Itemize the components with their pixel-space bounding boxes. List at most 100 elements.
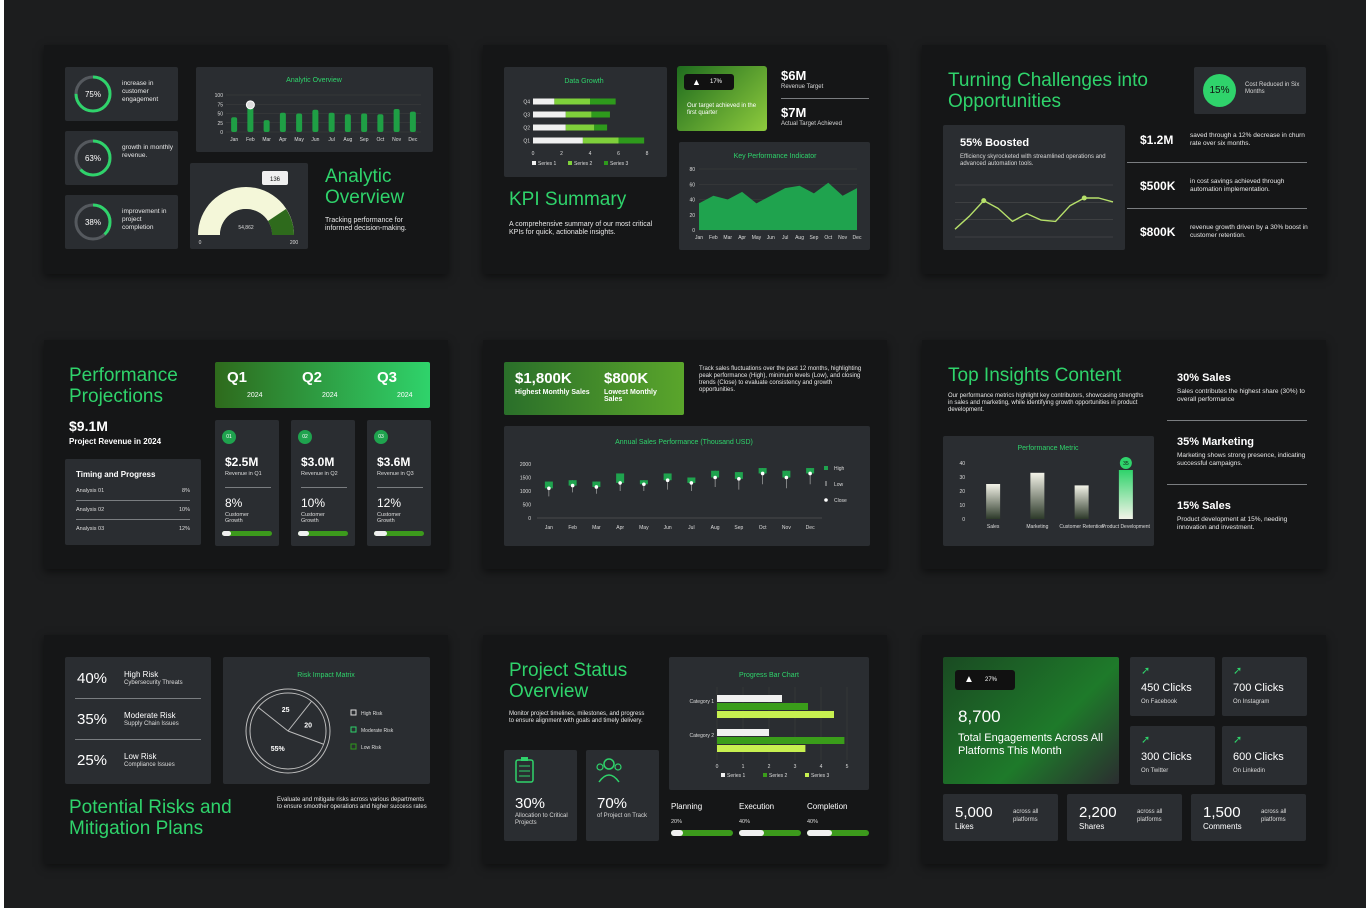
gauge-marker-callout (262, 171, 288, 185)
bar-segment (591, 111, 610, 118)
bar-segment (533, 98, 555, 105)
candle-body (544, 481, 553, 489)
close-point (665, 478, 670, 482)
x-tick-label: 2 (560, 151, 563, 157)
progress-ring: 38% (74, 203, 112, 241)
close-point (737, 477, 741, 481)
clicks-platform: On Facebook (1141, 699, 1178, 705)
metric-text: in cost savings achieved through automat… (1190, 178, 1285, 193)
y-tick-label: 50 (217, 112, 223, 118)
legend-swatch (721, 773, 725, 777)
line-point (981, 198, 987, 204)
x-tick-label: Oct (759, 525, 767, 531)
analysis-percent: 8% (182, 488, 190, 494)
slide-description: Track sales fluctuations over the past 1… (699, 366, 862, 393)
x-tick-label: Feb (246, 137, 255, 143)
insight-text: Product development at 15%, needing inno… (1177, 516, 1288, 531)
sales-highlight-card: $1,800K Highest Monthly Sales $800K Lowe… (504, 362, 684, 415)
phase-progress-fill (739, 830, 764, 836)
analytic-bar-chart: Analytic Overview 0 25 50 75 100 Jan Feb Mar Apr M… (196, 67, 433, 152)
slide-title: Turning Challenges into Opportunities (948, 70, 1148, 112)
growth-label: Customer Growth (377, 512, 401, 524)
cost-percent-circle: 15% (1203, 74, 1236, 107)
y-tick-label: 0 (962, 517, 965, 523)
x-tick-label: Jan (545, 525, 553, 531)
stat-card: 75% increase in customer engagement (65, 67, 178, 121)
insight-title: 30% Sales (1177, 372, 1231, 384)
divider (301, 487, 347, 488)
x-tick-label: Feb (568, 525, 577, 531)
y-tick-label: 20 (959, 489, 965, 495)
target-badge-card: ▲ 17% Our target achieved in the first q… (677, 66, 767, 131)
close-point (642, 482, 646, 487)
x-tick-label: Jul (782, 235, 788, 241)
quarter-revenue-value: $3.6M (377, 455, 411, 469)
quarter-label: Q3 (377, 369, 398, 386)
slide-title: Performance Projections (69, 365, 178, 407)
candle-body (782, 470, 791, 478)
x-tick-label: 6 (617, 151, 620, 157)
x-tick-label: Oct (376, 137, 384, 143)
risk-matrix-chart: Risk Impact Matrix 25 20 55% High Risk Modera… (223, 657, 430, 784)
phase-name: Completion (807, 802, 848, 811)
growth-progress-bar (222, 531, 272, 536)
slide-annual-sales[interactable]: $1,800K Highest Monthly Sales $800K Lowe… (483, 340, 887, 569)
bar (717, 711, 834, 718)
slide-top-insights[interactable]: Top Insights Content Our performance met… (922, 340, 1326, 569)
legend-swatch (350, 743, 357, 750)
y-tick-label: Q1 (523, 139, 530, 145)
engagement-scope: across all platforms (1261, 809, 1287, 823)
x-tick-label: Aug (343, 137, 352, 143)
slide-title: KPI Summary (509, 189, 627, 210)
close-point (618, 481, 622, 485)
slide-analytic-overview[interactable]: 75% increase in customer engagement 63% gro… (44, 45, 448, 274)
engagement-scope: across all platforms (1013, 809, 1039, 823)
bar-segment (565, 111, 592, 118)
phase-progress-fill (671, 830, 684, 836)
engagement-label: Comments (1203, 822, 1242, 831)
bar-segment (594, 124, 608, 131)
candle-body (663, 473, 672, 481)
quarter-label: Q2 (302, 369, 323, 386)
growth-value: 10% (301, 496, 326, 510)
legend-label: High (834, 466, 845, 472)
slide-performance-projections[interactable]: Performance Projections $9.1M Project Re… (44, 340, 448, 569)
engagement-label: Likes (955, 822, 974, 831)
card-number-badge: 01 (222, 430, 236, 444)
x-tick-label: Oct (824, 235, 832, 241)
quarter-label: Q1 (227, 369, 248, 386)
x-tick-label: Nov (838, 235, 847, 241)
boosted-card: 55% Boosted Efficiency skyrocketed with … (943, 125, 1125, 250)
growth-progress-fill (298, 531, 309, 536)
badge-value: 17% (710, 79, 723, 85)
x-tick-label: Sep (809, 235, 818, 241)
stat-label: growth in monthly revenue. (122, 144, 173, 159)
growth-label: Customer Growth (301, 512, 325, 524)
close-point (760, 471, 765, 476)
legend-label: Series 1 (727, 773, 746, 779)
y-tick-label: Category 1 (690, 699, 715, 705)
x-tick-label: Nov (392, 137, 401, 143)
engagement-value: 1,500 (1203, 804, 1241, 821)
x-tick-label: 1 (742, 764, 745, 770)
clicks-value: 700 Clicks (1233, 682, 1284, 694)
growth-progress-fill (374, 531, 388, 536)
analysis-name: Analysis 01 (76, 488, 105, 494)
chart-title: Data Growth (564, 78, 603, 85)
legend-label: Series 1 (538, 161, 557, 167)
engagement-value: 2,200 (1079, 804, 1117, 821)
slide-potential-risks[interactable]: 40% High Risk Cybersecurity Threats 35% Mode… (44, 635, 448, 864)
y-tick-label: 0 (220, 130, 223, 136)
on-track-card: 70% of Project on Track (586, 750, 659, 841)
slide-project-status[interactable]: Project Status Overview Monitor project … (483, 635, 887, 864)
on-track-value: 70% (597, 795, 628, 812)
metric-text: saved through a 12% decrease in churn ra… (1190, 132, 1305, 147)
bar-segment (582, 137, 619, 144)
slide-engagements[interactable]: ▲ 27% 8,700 Total Engagements Across All… (922, 635, 1326, 864)
x-tick-label: Jun (767, 235, 775, 241)
clicks-platform: On Instagram (1233, 699, 1270, 705)
x-tick-label: 8 (646, 151, 649, 157)
risk-title: High Risk (124, 670, 159, 679)
slide-kpi-summary[interactable]: Data Growth 0 2 4 6 8 Q1 Q2 Q3 Q4 Series 1 Series 2… (483, 45, 887, 274)
slide-turning-challenges[interactable]: Turning Challenges into Opportunities 15… (922, 45, 1326, 274)
